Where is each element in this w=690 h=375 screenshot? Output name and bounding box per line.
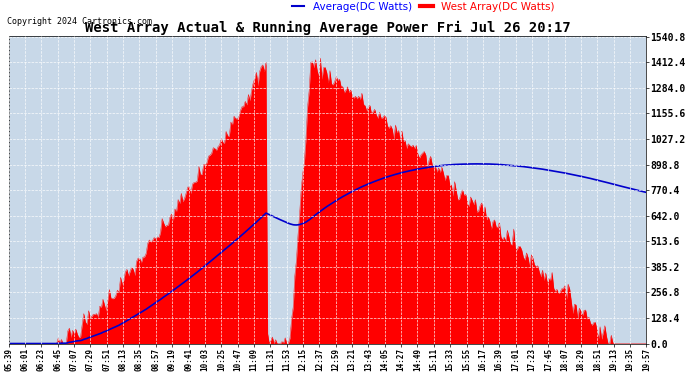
Legend: Average(DC Watts), West Array(DC Watts): Average(DC Watts), West Array(DC Watts) — [292, 2, 555, 12]
Title: West Array Actual & Running Average Power Fri Jul 26 20:17: West Array Actual & Running Average Powe… — [85, 21, 571, 35]
Text: Copyright 2024 Cartronics.com: Copyright 2024 Cartronics.com — [7, 17, 152, 26]
